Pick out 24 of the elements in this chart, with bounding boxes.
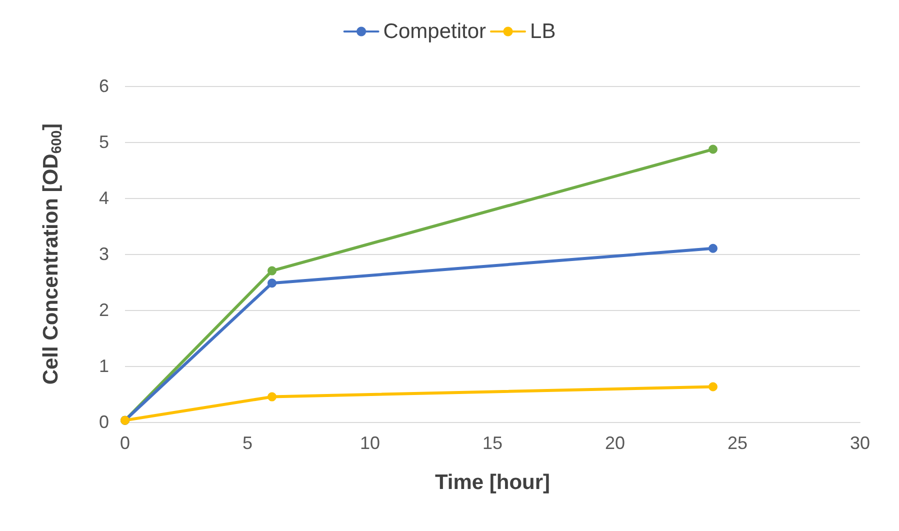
y-tick-label: 2: [98, 300, 109, 320]
point: [708, 382, 718, 392]
x-tick-label: 20: [604, 433, 626, 453]
x-tick-label: 5: [242, 433, 253, 453]
point: [268, 392, 276, 402]
x-tick-label: 15: [482, 433, 503, 453]
y-tick-label: 4: [98, 188, 109, 208]
y-tick-label: 3: [98, 244, 109, 264]
point: [708, 144, 718, 154]
point: [708, 244, 718, 253]
legend-label: LB: [530, 20, 556, 43]
point: [268, 266, 276, 276]
x-axis-title: Time [hour]: [434, 471, 550, 494]
point: [268, 278, 276, 288]
x-tick-label: 30: [850, 433, 870, 453]
y-axis-title: Cell Concentration [OD600]: [40, 123, 64, 385]
x-tick-label: 25: [727, 433, 748, 453]
y-tick-label: 0: [98, 412, 109, 432]
y-tick-label: 5: [98, 132, 109, 152]
x-tick-label: 10: [360, 433, 380, 453]
x-tick-label: 0: [120, 433, 130, 453]
y-tick-label: 6: [98, 76, 109, 96]
y-tick-label: 1: [98, 356, 109, 376]
legend-label: Competitor: [383, 20, 486, 43]
